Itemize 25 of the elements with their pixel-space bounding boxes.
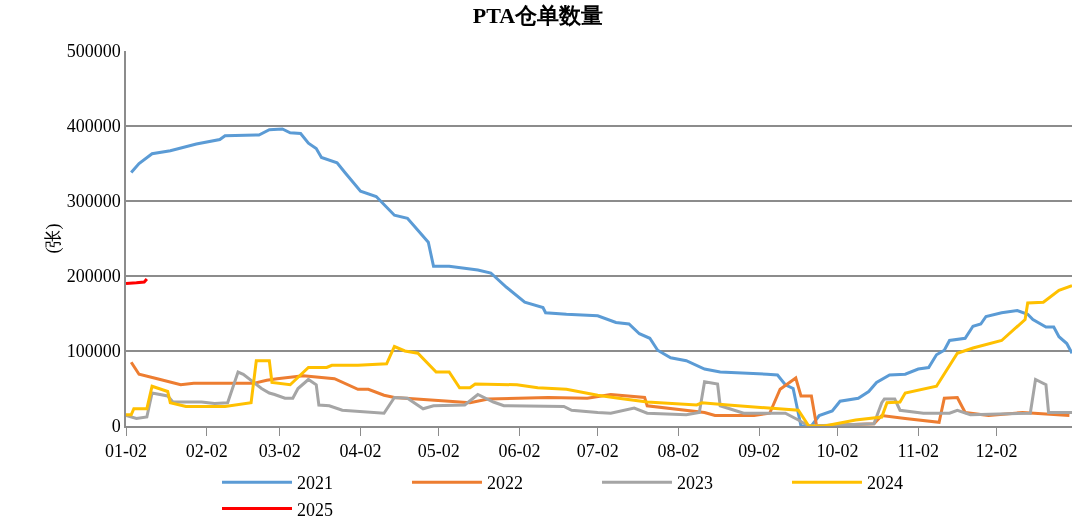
y-tick-label: 500000 <box>66 41 121 62</box>
chart-title: PTA仓单数量 <box>472 3 604 29</box>
x-tick-label: 09-02 <box>738 441 781 462</box>
legend-label: 2024 <box>867 473 903 494</box>
y-tick-label: 0 <box>111 416 121 437</box>
x-tick-label: 06-02 <box>498 441 541 462</box>
x-tick-label: 08-02 <box>657 441 700 462</box>
x-tick-label: 02-02 <box>185 441 228 462</box>
legend-label: 2021 <box>297 473 333 494</box>
x-tick-label: 01-02 <box>105 441 147 462</box>
y-tick-label: 100000 <box>66 341 121 362</box>
legend-label: 2023 <box>677 473 713 494</box>
x-tick-label: 11-02 <box>897 441 939 462</box>
x-tick-label: 04-02 <box>339 441 382 462</box>
legend-label: 2022 <box>487 473 523 494</box>
x-tick-label: 03-02 <box>258 441 301 462</box>
y-tick-label: 300000 <box>66 191 121 212</box>
x-tick-label: 07-02 <box>576 441 619 462</box>
x-tick-label: 10-02 <box>816 441 859 462</box>
x-tick-label: 05-02 <box>417 441 460 462</box>
y-tick-label: 200000 <box>66 266 121 287</box>
y-tick-label: 400000 <box>66 116 121 137</box>
y-axis-title: (张) <box>43 223 65 254</box>
x-tick-label: 12-02 <box>975 441 1018 462</box>
legend-label: 2025 <box>297 499 333 520</box>
